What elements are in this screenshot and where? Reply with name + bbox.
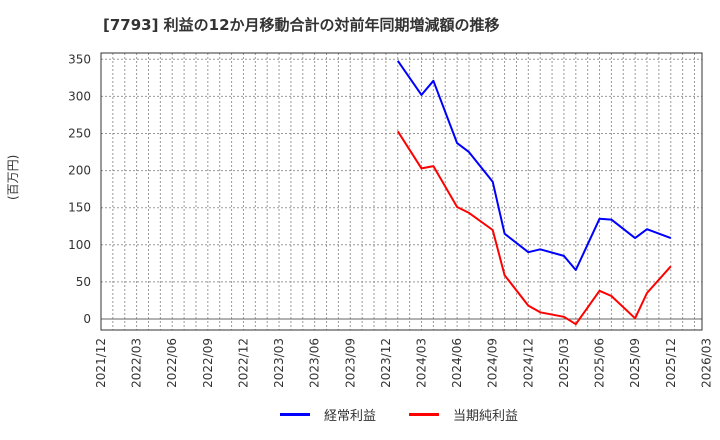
series-line-net-profit — [396, 130, 672, 326]
legend: 経常利益 当期純利益 — [0, 405, 720, 427]
y-tick-label: 0 — [83, 312, 91, 326]
x-tick-label: 2021/12 — [94, 338, 108, 388]
x-tick-label: 2025/06 — [593, 338, 607, 388]
x-tick-label: 2024/03 — [414, 338, 428, 388]
legend-swatch-red — [409, 413, 439, 416]
y-tick-label: 200 — [68, 164, 91, 178]
legend-label: 当期純利益 — [453, 409, 519, 424]
x-tick-label: 2026/03 — [699, 338, 713, 388]
plot-area — [100, 52, 703, 331]
legend-item-ordinary-profit: 経常利益 — [280, 405, 376, 424]
x-tick-label: 2022/09 — [201, 338, 215, 388]
y-tick-label: 50 — [76, 275, 91, 289]
x-tick-label: 2025/03 — [557, 338, 571, 388]
x-tick-label: 2022/03 — [130, 338, 144, 388]
x-tick-label: 2024/12 — [521, 338, 535, 388]
x-tick-label: 2025/09 — [628, 338, 642, 388]
x-tick-label: 2022/12 — [236, 338, 250, 388]
chart-title: [7793] 利益の12か月移動合計の対前年同期増減額の推移 — [103, 16, 500, 34]
legend-swatch-blue — [280, 413, 310, 416]
y-tick-label: 350 — [68, 52, 91, 66]
y-tick-label: 100 — [68, 238, 91, 252]
y-tick-label: 150 — [68, 201, 91, 215]
y-tick-label: 250 — [68, 127, 91, 141]
x-tick-label: 2023/06 — [308, 338, 322, 388]
legend-item-net-profit: 当期純利益 — [409, 405, 518, 424]
x-tick-label: 2023/09 — [343, 338, 357, 388]
x-tick-label: 2022/06 — [165, 338, 179, 388]
y-tick-label: 300 — [68, 89, 91, 103]
x-tick-label: 2023/12 — [379, 338, 393, 388]
x-tick-label: 2023/03 — [272, 338, 286, 388]
series-line-ordinary-profit — [396, 60, 672, 271]
legend-label: 経常利益 — [324, 409, 377, 424]
x-tick-label: 2024/09 — [486, 338, 500, 388]
x-tick-label: 2025/12 — [664, 338, 678, 388]
x-tick-label: 2024/06 — [450, 338, 464, 388]
